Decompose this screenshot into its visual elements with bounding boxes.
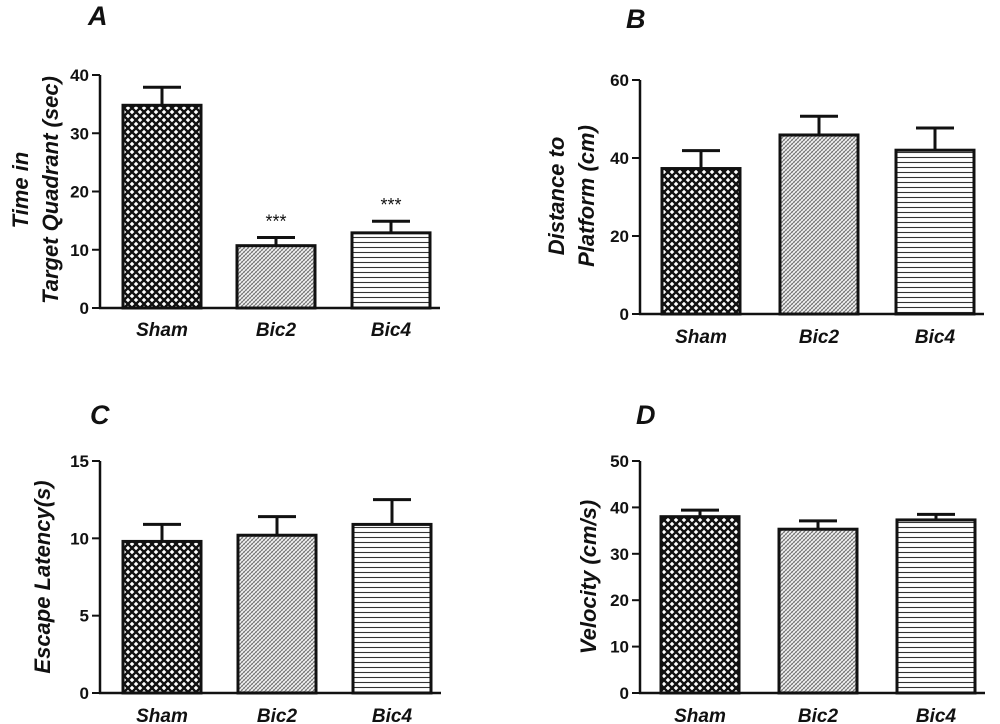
error-bar-c-sham — [143, 522, 181, 542]
bar-a-bic2 — [235, 244, 317, 310]
y-tick-label-d-50: 50 — [610, 452, 629, 471]
bar-b-bic4 — [894, 148, 976, 316]
bar-d-sham — [659, 515, 741, 695]
bar-d-bic2 — [777, 527, 859, 695]
x-tick-label-d-sham: Sham — [674, 706, 726, 724]
y-tick-label-d-10: 10 — [610, 638, 629, 657]
y-tick-label-b-60: 60 — [610, 71, 629, 90]
bar-d-bic4 — [895, 518, 977, 695]
error-bar-a-sham — [143, 85, 181, 106]
y-tick-label-b-0: 0 — [620, 305, 629, 324]
x-tick-label-a-bic4: Bic4 — [371, 320, 412, 341]
y-axis-label-d-1: Velocity (cm/s) — [576, 500, 601, 654]
panel-c: C Escape Latency(s) Sham Bic2 Bic4 0 5 10 15 — [30, 400, 441, 724]
y-axis-label-a-2: Target Quadrant (sec) — [38, 76, 63, 304]
bar-c-sham — [121, 539, 203, 695]
panel-letter-b: B — [626, 4, 646, 34]
y-tick-label-a-30: 30 — [70, 124, 89, 143]
x-tick-label-a-bic2: Bic2 — [256, 320, 297, 341]
y-tick-label-c-10: 10 — [70, 529, 89, 548]
significance-a-bic4: *** — [380, 195, 401, 215]
y-tick-label-a-10: 10 — [70, 241, 89, 260]
bar-b-bic2 — [778, 133, 860, 316]
y-tick-label-d-40: 40 — [610, 498, 629, 517]
x-tick-label-d-bic2: Bic2 — [798, 706, 839, 724]
y-tick-label-a-0: 0 — [80, 299, 89, 318]
x-tick-label-b-sham: Sham — [675, 327, 727, 348]
significance-a-bic2: *** — [265, 212, 286, 232]
y-axis-label-c-1: Escape Latency(s) — [30, 480, 55, 673]
error-bar-b-sham — [682, 149, 720, 169]
x-tick-label-c-bic4: Bic4 — [372, 706, 413, 724]
bar-a-sham — [121, 103, 203, 310]
y-axis-label-a-1: Time in — [8, 152, 33, 229]
y-tick-label-b-20: 20 — [610, 227, 629, 246]
panel-d: D Velocity (cm/s) Sham Bic2 Bic4 0 10 20 30 40 50 — [576, 400, 985, 724]
bar-c-bic2 — [236, 533, 318, 695]
panel-letter-a: A — [87, 1, 108, 31]
y-tick-label-c-15: 15 — [70, 452, 89, 471]
error-bar-b-bic4 — [916, 126, 954, 151]
error-bar-a-bic2 — [257, 236, 295, 246]
y-tick-label-d-30: 30 — [610, 545, 629, 564]
panel-b: B Distance to Platform (cm) Sham Bic2 Bic4 0 20… — [544, 4, 984, 348]
y-tick-label-d-20: 20 — [610, 591, 629, 610]
error-bar-c-bic4 — [373, 498, 411, 525]
y-axis-label-b-2: Platform (cm) — [574, 125, 599, 267]
bar-c-bic4 — [351, 522, 433, 695]
x-tick-label-d-bic4: Bic4 — [916, 706, 957, 724]
x-tick-label-c-sham: Sham — [136, 706, 188, 724]
bar-b-sham — [660, 167, 742, 316]
y-tick-label-c-0: 0 — [80, 684, 89, 703]
y-tick-label-a-40: 40 — [70, 66, 89, 85]
error-bar-a-bic4 — [372, 219, 410, 233]
y-tick-label-d-0: 0 — [620, 684, 629, 703]
panel-a: A Time in Target Quadrant (sec) Sham *** Bic2… — [8, 1, 440, 341]
error-bar-d-sham — [681, 508, 719, 517]
error-bar-c-bic2 — [258, 515, 296, 536]
error-bar-d-bic4 — [917, 512, 955, 520]
panel-letter-d: D — [636, 400, 656, 430]
y-tick-label-b-40: 40 — [610, 149, 629, 168]
x-tick-label-a-sham: Sham — [136, 320, 188, 341]
y-tick-label-a-20: 20 — [70, 183, 89, 202]
x-tick-label-b-bic4: Bic4 — [915, 327, 956, 348]
y-tick-label-c-5: 5 — [80, 607, 89, 626]
x-tick-label-c-bic2: Bic2 — [257, 706, 298, 724]
panel-letter-c: C — [90, 400, 110, 430]
x-tick-label-b-bic2: Bic2 — [799, 327, 840, 348]
error-bar-d-bic2 — [799, 519, 837, 530]
bar-a-bic4 — [350, 231, 432, 310]
y-axis-label-b-1: Distance to — [544, 137, 569, 256]
error-bar-b-bic2 — [800, 114, 838, 135]
